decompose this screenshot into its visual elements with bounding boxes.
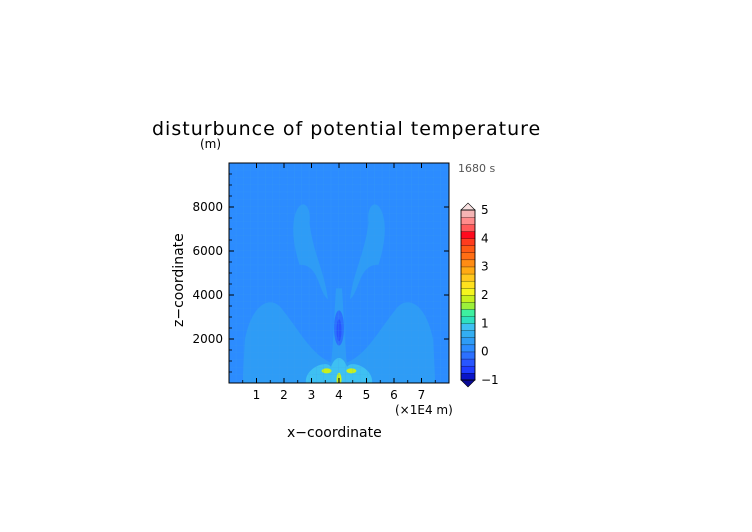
colorbar-swatch xyxy=(460,231,476,239)
y-tick-label: 4000 xyxy=(192,288,223,302)
x-tick-label: 7 xyxy=(418,388,426,402)
y-axis-ticks: 2000 4000 6000 8000 xyxy=(192,162,449,384)
colorbar-swatch xyxy=(460,351,476,360)
colorbar-tick-label: 5 xyxy=(481,203,489,217)
colorbar-swatch xyxy=(460,259,476,268)
x-axis-ticks: 1 2 3 4 5 6 7 xyxy=(228,163,450,402)
colorbar-frame xyxy=(460,209,476,381)
colorbar-swatch xyxy=(460,224,476,232)
x-tick-label: 2 xyxy=(280,388,288,402)
y-unit-label: (m) xyxy=(200,137,221,151)
colorbar-swatch xyxy=(460,309,476,317)
colorbar-tick-label: 4 xyxy=(481,231,489,245)
y-tick-label: 8000 xyxy=(192,200,223,214)
colorbar-swatch xyxy=(460,238,476,246)
x-tick-label: 3 xyxy=(308,388,316,402)
time-label: 1680 s xyxy=(458,162,495,175)
colorbar-bottom-arrow xyxy=(460,379,476,388)
colorbar-swatch xyxy=(460,372,476,381)
colorbar-top-arrow xyxy=(460,202,476,211)
colorbar-swatch xyxy=(460,273,476,282)
plot-area xyxy=(229,163,449,383)
colorbar-tick-label: 2 xyxy=(481,288,489,302)
colorbar-swatch xyxy=(460,209,476,218)
colorbar-tick-label: 1 xyxy=(481,316,489,330)
colorbar-swatch xyxy=(460,337,476,346)
chart-title: disturbunce of potential temperature xyxy=(152,118,541,140)
colorbar-swatch xyxy=(460,316,476,324)
colorbar-swatch xyxy=(460,252,476,261)
colorbar-swatch xyxy=(460,294,476,303)
colorbar-swatch xyxy=(460,330,476,338)
grid-overlay xyxy=(229,163,449,383)
colorbar-swatch xyxy=(460,365,476,374)
x-axis-label: x−coordinate xyxy=(287,425,382,441)
colorbar-swatch xyxy=(460,216,476,225)
colorbar-swatch xyxy=(460,287,476,296)
y-tick-label: 6000 xyxy=(192,244,223,258)
y-axis-label: z−coordinate xyxy=(171,233,187,327)
colorbar-swatch xyxy=(460,301,476,310)
colorbar-swatch xyxy=(460,344,476,353)
x-tick-label: 1 xyxy=(253,388,261,402)
colorbar-swatch xyxy=(460,266,476,275)
x-unit-label: (×1E4 m) xyxy=(395,403,453,417)
colorbar-swatch xyxy=(460,358,476,367)
colorbar-tick-label: 3 xyxy=(481,260,489,274)
y-tick-label: 2000 xyxy=(192,332,223,346)
x-tick-label: 5 xyxy=(363,388,371,402)
colorbar: −1 0 1 2 3 4 5 xyxy=(460,202,499,388)
colorbar-tick-label: −1 xyxy=(481,373,499,387)
colorbar-tick-label: 0 xyxy=(481,345,489,359)
x-tick-label: 6 xyxy=(390,388,398,402)
colorbar-swatch xyxy=(460,245,476,253)
colorbar-swatch xyxy=(460,323,476,331)
colorbar-swatch xyxy=(460,280,476,289)
x-tick-label: 4 xyxy=(335,388,343,402)
